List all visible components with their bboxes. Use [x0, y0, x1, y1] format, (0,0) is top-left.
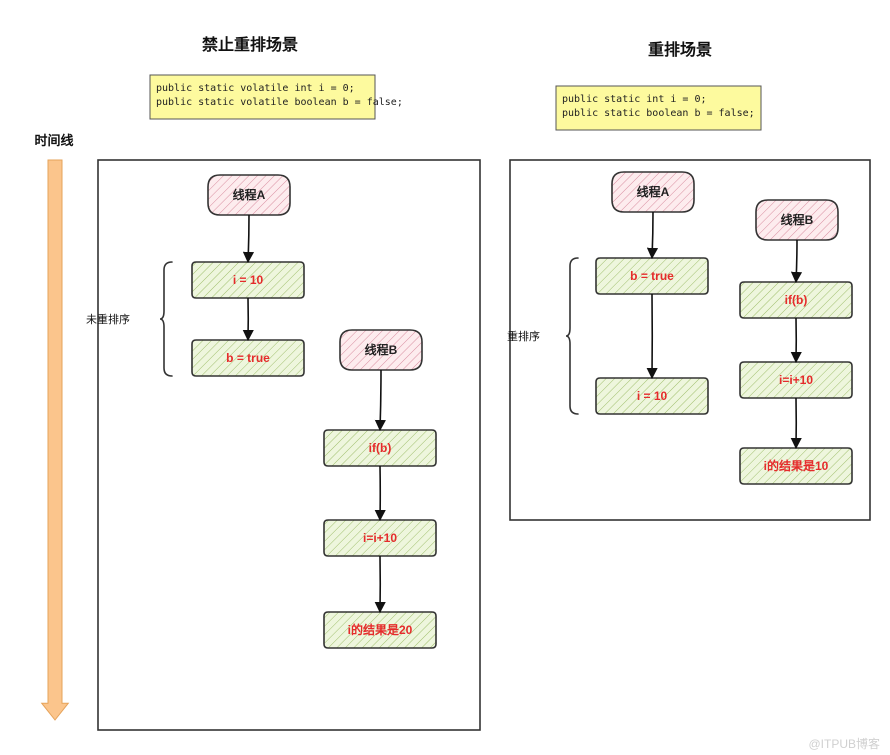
node-label-l_inc: i=i+10: [363, 531, 397, 545]
node-label-r_i10: i = 10: [637, 389, 668, 403]
bracket-left: [160, 262, 172, 376]
node-label-l_ta: 线程A: [233, 187, 266, 202]
code-line-right-0: public static int i = 0;: [562, 94, 707, 105]
timeline-arrow: [42, 160, 69, 720]
node-label-l_bt: b = true: [226, 351, 270, 365]
node-label-l_ifb: if(b): [369, 441, 392, 455]
code-line-left-0: public static volatile int i = 0;: [156, 83, 355, 94]
edge-r_tb-r_ifb: [796, 240, 797, 282]
watermark: @ITPUB博客: [808, 736, 880, 751]
node-label-r_tb: 线程B: [781, 212, 814, 227]
edge-l_tb-l_ifb: [380, 370, 381, 430]
edge-r_ta-r_bt: [652, 212, 653, 258]
code-line-left-1: public static volatile boolean b = false…: [156, 97, 403, 108]
node-label-l_i10: i = 10: [233, 273, 264, 287]
bracket-label-right: 重排序: [507, 329, 540, 343]
bracket-label-left: 未重排序: [86, 312, 130, 326]
bracket-right: [566, 258, 578, 414]
timeline-label: 时间线: [34, 133, 73, 148]
code-line-right-1: public static boolean b = false;: [562, 108, 755, 119]
diagram-canvas: 时间线 禁止重排场景 public static volatile int i = …: [0, 0, 890, 755]
node-label-r_bt: b = true: [630, 269, 674, 283]
edge-l_ta-l_i10: [248, 215, 249, 262]
node-label-r_ta: 线程A: [637, 184, 670, 199]
panel-title-right: 重排场景: [648, 40, 712, 59]
node-label-l_tb: 线程B: [365, 342, 398, 357]
node-label-r_res: i的结果是10: [764, 458, 829, 473]
node-label-r_inc: i=i+10: [779, 373, 813, 387]
node-label-r_ifb: if(b): [785, 293, 808, 307]
panel-title-left: 禁止重排场景: [202, 35, 298, 54]
node-label-l_res: i的结果是20: [348, 622, 413, 637]
